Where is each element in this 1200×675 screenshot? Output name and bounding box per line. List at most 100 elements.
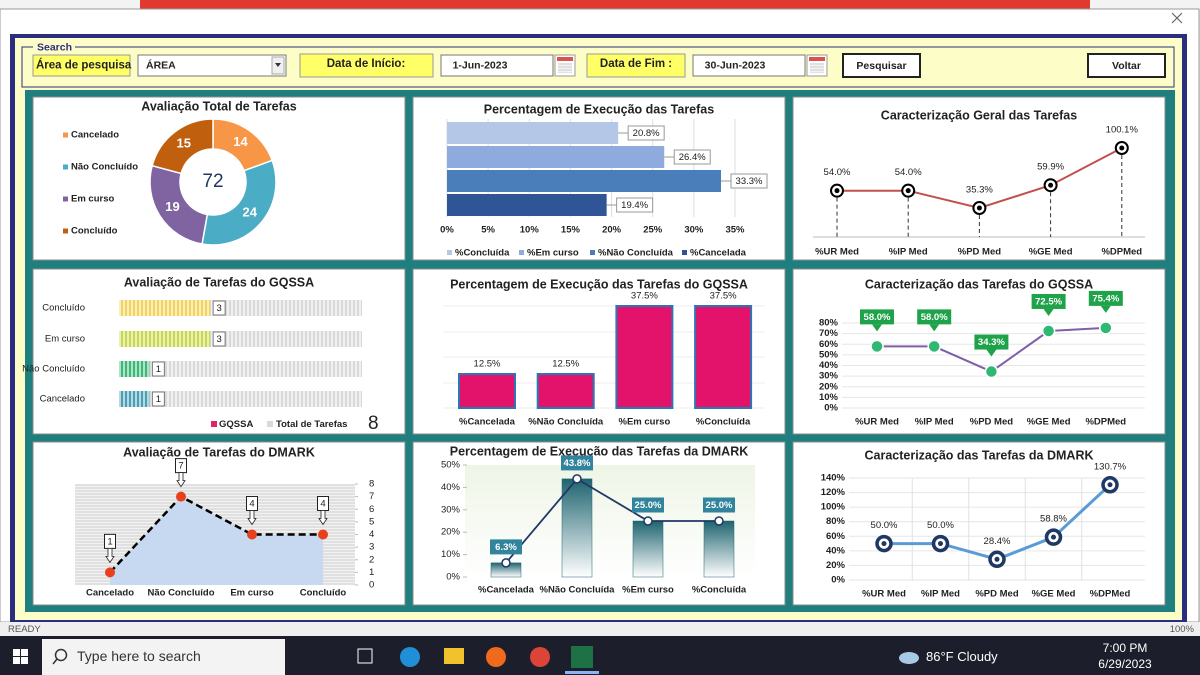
- area-combobox[interactable]: ÁREA: [137, 54, 287, 77]
- label-box: [917, 309, 952, 325]
- label-box: [561, 455, 593, 471]
- label-box: [212, 331, 226, 347]
- label-box: [212, 300, 226, 316]
- bar: [458, 373, 516, 409]
- bar: [694, 305, 753, 409]
- stripe-overlay: [119, 300, 362, 316]
- x-tick-label: Não Concluído: [147, 588, 214, 599]
- bar: [447, 122, 619, 144]
- legend-swatch: [682, 250, 687, 255]
- stripe-overlay: [119, 331, 362, 347]
- data-label: 6.3%: [495, 542, 517, 553]
- explorer-icon[interactable]: [444, 648, 464, 664]
- legend-label: Cancelado: [71, 130, 119, 141]
- y-tick-label: 140%: [821, 473, 846, 484]
- calendar-icon-grid: [810, 63, 824, 73]
- chart-panel: Caracterização das Tarefas do GQSSA 0%10%…: [792, 268, 1166, 435]
- data-label: 37.5%: [710, 291, 737, 302]
- bar: [561, 478, 593, 578]
- marker-center: [881, 541, 887, 547]
- y-tick-label: 40%: [441, 482, 461, 493]
- cloud-icon: [899, 652, 919, 664]
- chart-title: Percentagem de Execução das Tarefas do G…: [450, 277, 748, 291]
- windows-logo: [13, 649, 20, 656]
- dropdown-arrow: [275, 63, 281, 67]
- data-label: 1: [156, 394, 161, 405]
- y-tick-label: 50%: [819, 349, 839, 360]
- legend-label: Em curso: [71, 194, 114, 205]
- windows-logo: [21, 657, 28, 664]
- taskbar-search[interactable]: Type here to search: [42, 639, 285, 675]
- legend-label: Concluído: [71, 226, 118, 237]
- bar: [632, 520, 664, 578]
- data-label: 3: [216, 334, 221, 345]
- label-box: [632, 497, 664, 513]
- bar: [703, 520, 735, 578]
- x-tick-label: %UR Med: [815, 247, 859, 258]
- panel-background: [32, 268, 406, 435]
- excel-icon[interactable]: [571, 646, 593, 668]
- end-calendar-button[interactable]: [806, 54, 828, 77]
- data-label: 50.0%: [927, 520, 954, 531]
- chart-title: Percentagem de Execução das Tarefas da D…: [450, 444, 749, 458]
- end-label-box: [586, 53, 686, 78]
- marker: [927, 339, 941, 354]
- label-box: [730, 173, 768, 189]
- combobox-value: ÁREA: [146, 58, 176, 71]
- x-tick-label: %DPMed: [1090, 589, 1131, 600]
- end-date-field[interactable]: 30-Jun-2023: [692, 54, 806, 77]
- chart-panel: Avaliação de Tarefas do GQSSA Concluído 3 E…: [22, 268, 406, 435]
- area-label-box: [32, 54, 131, 77]
- legend-label: %Não Concluída: [598, 248, 674, 259]
- firefox-icon[interactable]: [486, 647, 506, 667]
- search-legend: Search: [37, 41, 72, 53]
- total-value: 8: [368, 413, 379, 434]
- x-tick-label: 5%: [481, 225, 495, 236]
- back-button[interactable]: Voltar: [1087, 53, 1166, 78]
- x-tick-label: %IP Med: [915, 417, 954, 428]
- donut-slice: [151, 118, 214, 175]
- data-label: 58.0%: [864, 312, 891, 323]
- close-button[interactable]: [1171, 12, 1183, 24]
- bar: [447, 146, 665, 168]
- y-tick-label: 40%: [819, 360, 839, 371]
- weather[interactable]: 86°F Cloudy: [899, 649, 998, 664]
- x-tick-label: 10%: [520, 225, 540, 236]
- search-icon: [54, 648, 68, 662]
- x-tick-label: %Concluída: [696, 417, 751, 428]
- chrome-icon[interactable]: [530, 647, 550, 667]
- legend-label: GQSSA: [219, 419, 253, 430]
- marker-center: [976, 205, 982, 211]
- clock[interactable]: 7:00 PM 6/29/2023: [1098, 641, 1152, 671]
- data-label: 58.0%: [921, 312, 948, 323]
- data-label: 43.8%: [564, 458, 591, 469]
- search-button[interactable]: Pesquisar: [842, 53, 921, 78]
- label-box: [490, 539, 522, 555]
- task-view-icon[interactable]: [357, 648, 373, 664]
- label-box: [974, 334, 1009, 350]
- start-button[interactable]: [13, 649, 28, 664]
- close-icon: [1171, 12, 1183, 24]
- edge-icon[interactable]: [400, 647, 420, 667]
- chart-panel: Percentagem de Execução das Tarefas da D…: [412, 441, 786, 606]
- y-tick-label: 20%: [819, 381, 839, 392]
- label-pointer: [1043, 308, 1054, 316]
- y-tick-label: 120%: [821, 487, 846, 498]
- y-tick-label: 6: [369, 504, 374, 515]
- area-fill: [110, 496, 323, 585]
- donut-total: 72: [202, 171, 223, 192]
- data-label: 3: [216, 303, 221, 314]
- label-box: [860, 309, 894, 325]
- x-tick-label: %PD Med: [970, 417, 1013, 428]
- search-legend-bg: [33, 41, 75, 53]
- start-date: 1-Jun-2023: [453, 59, 508, 71]
- marker-center: [1048, 182, 1054, 188]
- marker: [870, 339, 884, 354]
- start-calendar-button[interactable]: [554, 54, 576, 77]
- y-tick-label: 70%: [819, 328, 839, 339]
- start-date-field[interactable]: 1-Jun-2023: [440, 54, 554, 77]
- x-tick-label: %GE Med: [1027, 417, 1071, 428]
- data-label: 35.3%: [966, 185, 993, 196]
